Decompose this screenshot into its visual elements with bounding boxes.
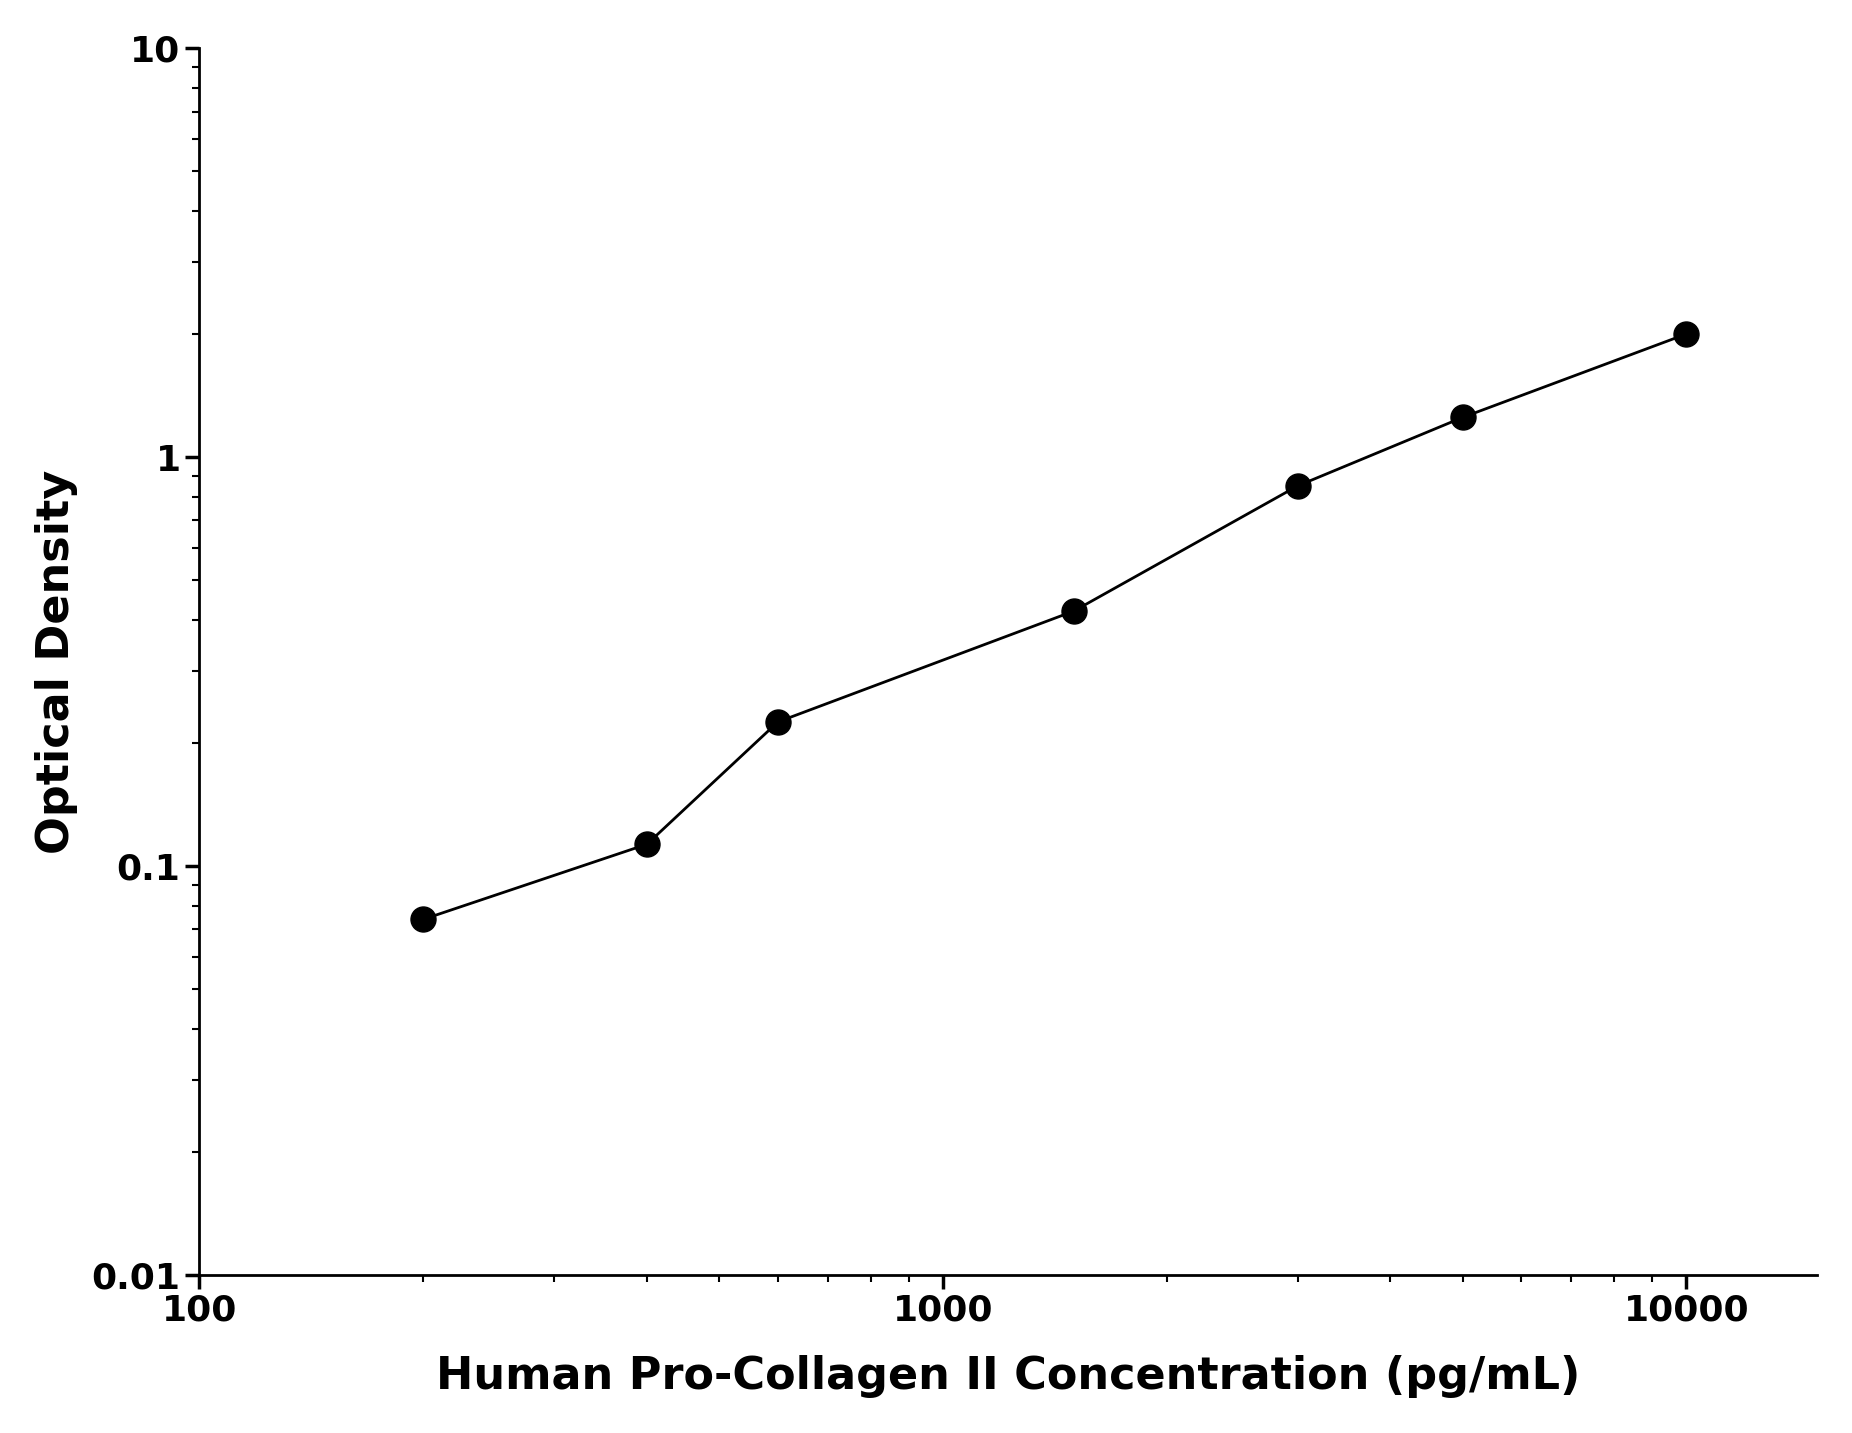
Y-axis label: Optical Density: Optical Density: [35, 470, 78, 854]
X-axis label: Human Pro-Collagen II Concentration (pg/mL): Human Pro-Collagen II Concentration (pg/…: [435, 1356, 1580, 1399]
